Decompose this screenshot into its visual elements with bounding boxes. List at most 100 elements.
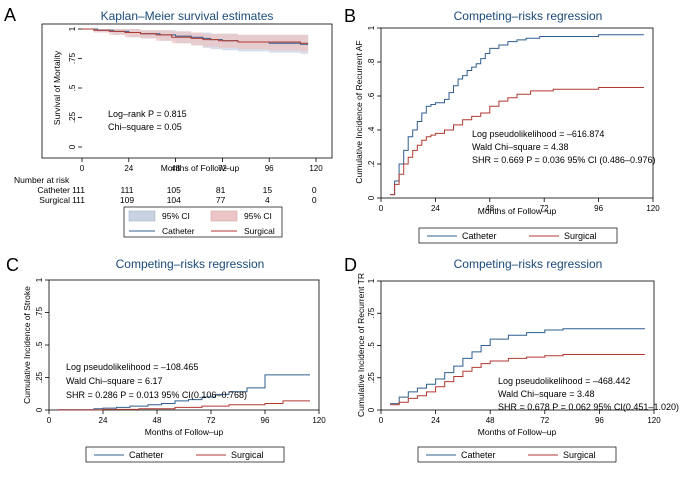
legend-label: 95% CI [244, 211, 272, 221]
panel-letter: C [6, 255, 19, 275]
legend-label: Catheter [461, 450, 496, 460]
y-tick-label: 1 [68, 26, 77, 31]
risk-value: 111 [121, 185, 134, 195]
x-tick-label: 0 [47, 416, 52, 425]
series-line-surgical [390, 87, 644, 196]
panel-c: C Competing–risks regression 0 .25 .5 .75 1 0 24… [6, 255, 326, 463]
stat-annotation: Log pseudolikelihood = –108.465 [66, 362, 198, 372]
chart-title: Kaplan–Meier survival estimates [101, 9, 274, 23]
legend-swatch-surgical-ci [210, 210, 238, 222]
stat-annotation: Log pseudolikelihood = –616.874 [472, 129, 604, 139]
x-tick-label: 96 [261, 416, 270, 425]
x-tick-label: 120 [647, 416, 661, 425]
x-axis-label: Months of Follow–up [161, 163, 240, 173]
y-tick-label: .25 [68, 111, 77, 123]
x-tick-label: 48 [171, 164, 180, 173]
x-tick-label: 24 [99, 416, 108, 425]
legend [417, 446, 617, 463]
y-tick-label: .25 [367, 372, 376, 384]
y-axis-label: Cumulative Incidence of Recurrent TR [356, 273, 366, 417]
risk-row-label: Surgical [39, 195, 70, 205]
legend-label: Surgical [563, 450, 596, 460]
risk-value: 77 [216, 195, 226, 205]
legend-label: Surgical [564, 231, 597, 241]
legend-label: Catheter [162, 226, 195, 236]
legend [85, 446, 285, 463]
x-tick-label: 0 [80, 164, 85, 173]
stat-annotation: Wald Chi–square = 6.17 [66, 376, 162, 386]
y-tick-label: 1 [367, 25, 376, 30]
y-tick-label: 0 [367, 195, 376, 200]
risk-value: 0 [312, 185, 317, 195]
y-tick-label: 0 [68, 144, 77, 149]
risk-value: 4 [265, 195, 270, 205]
legend-label: Surgical [231, 450, 264, 460]
y-tick-label: .5 [68, 84, 77, 91]
y-tick-label: .75 [68, 52, 77, 64]
y-tick-label: .5 [367, 342, 376, 349]
plot-frame [41, 23, 333, 159]
stat-annotation: SHR = 0.678 P = 0.062 95% CI(0.451–1.020… [498, 402, 679, 412]
x-axis-label: Months of Follow–up [145, 427, 224, 437]
x-tick-label: 72 [207, 416, 216, 425]
y-axis-label: Cumulative Incidence of Stroke [22, 286, 32, 404]
chart-title: Competing–risks regression [454, 257, 603, 271]
x-tick-label: 120 [312, 416, 326, 425]
risk-value: 111 [72, 195, 85, 205]
legend-label: Catheter [129, 450, 164, 460]
x-tick-label: 96 [594, 204, 603, 213]
chart-title: Competing–risks regression [116, 257, 265, 271]
panel-letter: A [4, 5, 16, 25]
series-line-catheter [390, 328, 645, 405]
x-tick-label: 24 [124, 164, 133, 173]
x-tick-label: 96 [595, 416, 604, 425]
risk-value: 105 [167, 185, 181, 195]
panel-letter: B [344, 6, 356, 26]
chart-title: Competing–risks regression [454, 9, 603, 23]
panel-d: D Competing–risks regression 0 .25 .5 .75 1 0 24… [344, 255, 679, 463]
stat-annotation: SHR = 0.669 P = 0.036 95% CI (0.486–0.97… [472, 155, 655, 165]
stat-annotation: SHR = 0.286 P = 0.013 95% CI(0.106–0.768… [66, 390, 247, 400]
y-tick-label: 1 [35, 277, 44, 282]
x-tick-label: 96 [265, 164, 274, 173]
y-tick-label: .2 [367, 160, 376, 167]
y-axis-label: Cumulative Incidence of Recurrent AF [354, 40, 364, 183]
legend-swatch-catheter-ci [128, 210, 156, 222]
stat-annotation: Wald Chi–square = 4.38 [472, 142, 568, 152]
risk-value: 109 [120, 195, 134, 205]
legend [418, 227, 618, 244]
y-tick-label: .5 [35, 341, 44, 348]
x-tick-label: 48 [486, 416, 495, 425]
y-tick-label: .75 [367, 307, 376, 319]
risk-row-label: Catheter [37, 185, 70, 195]
stat-annotation: Chi–square = 0.05 [108, 122, 182, 132]
legend-label: Surgical [244, 226, 275, 236]
y-tick-label: .6 [367, 92, 376, 99]
plot-frame [380, 27, 654, 199]
legend-label: 95% CI [162, 211, 190, 221]
series-line-surgical [390, 354, 645, 406]
panel-b: B Competing–risks regression 0 .2 .4 .6 .8 1 0 24… [344, 6, 660, 244]
x-tick-label: 24 [431, 416, 440, 425]
series-line-catheter [58, 374, 310, 411]
x-tick-label: 0 [379, 204, 384, 213]
y-tick-label: .8 [367, 58, 376, 65]
y-axis-label: Survival of Mortality [52, 50, 62, 125]
risk-table-header: Number at risk [14, 175, 70, 185]
x-tick-label: 72 [540, 416, 549, 425]
y-tick-label: 0 [35, 407, 44, 412]
panel-letter: D [344, 255, 357, 275]
x-tick-label: 72 [218, 164, 227, 173]
x-axis-label: Months of Follow–up [478, 427, 557, 437]
x-tick-label: 0 [379, 416, 384, 425]
stat-annotation: Log–rank P = 0.815 [108, 109, 187, 119]
series-line-surgical [82, 28, 309, 44]
y-tick-label: .25 [35, 371, 44, 383]
x-tick-label: 48 [153, 416, 162, 425]
y-tick-label: 1 [367, 278, 376, 283]
series-line-catheter [390, 34, 644, 196]
x-tick-label: 120 [309, 164, 323, 173]
y-tick-label: .4 [367, 126, 376, 133]
risk-value: 81 [216, 185, 226, 195]
